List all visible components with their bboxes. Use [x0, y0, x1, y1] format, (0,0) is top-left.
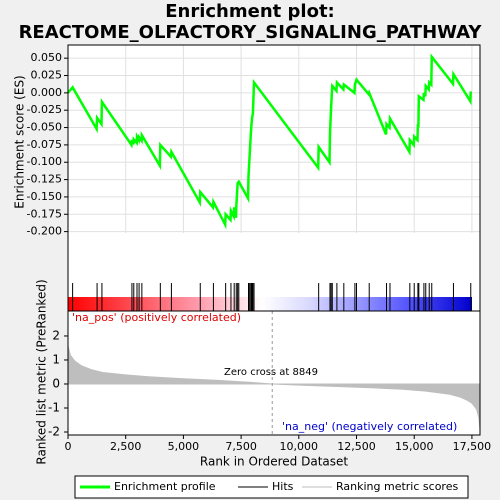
x-tick-label: 12,500	[337, 440, 376, 453]
metric-area	[67, 345, 481, 430]
y-tick-label: -0.075	[27, 138, 62, 151]
frame	[67, 310, 481, 436]
x-tick-label: 7,500	[225, 440, 257, 453]
y-axis-label: Ranked list metric (PreRanked)	[35, 279, 49, 464]
legend-label: Ranking metric scores	[336, 480, 458, 493]
legend-label: Hits	[272, 480, 294, 493]
x-tick-label: 5,000	[168, 440, 200, 453]
metric-panel	[68, 311, 480, 435]
y-tick-label: -0.025	[27, 103, 62, 116]
annotation: 'na_pos' (positively correlated)	[72, 311, 241, 324]
y-tick-label: -1	[48, 400, 60, 414]
legend-label: Enrichment profile	[114, 480, 216, 493]
x-tick-label: 10,000	[280, 440, 319, 453]
y-tick-label: 0	[52, 376, 60, 390]
x-tick-label: 15,000	[395, 440, 434, 453]
y-tick-label: 2	[52, 328, 60, 342]
x-tick-label: 2,500	[110, 440, 142, 453]
y-tick-label: -0.200	[27, 225, 62, 238]
y-tick-label: -0.050	[27, 121, 62, 134]
top-panel	[68, 45, 480, 311]
y-tick-label: -2	[48, 424, 60, 438]
x-tick-label: 0	[65, 440, 72, 453]
title: Enrichment plot:	[165, 1, 335, 22]
x-tick-label: 17,500	[453, 440, 492, 453]
y-tick-label: -0.125	[27, 173, 62, 186]
y-tick-label: -0.150	[27, 190, 62, 203]
annotation: 'na_neg' (negatively correlated)	[282, 420, 457, 433]
title: REACTOME_OLFACTORY_SIGNALING_PATHWAY	[19, 22, 483, 43]
y-tick-label: 0.050	[31, 51, 63, 64]
y-tick-label: -0.100	[27, 155, 62, 168]
y-tick-label: 1	[52, 352, 60, 366]
color-bar	[68, 297, 472, 311]
enrichment-line	[67, 53, 473, 230]
y-axis-label: Enrichment score (ES)	[13, 75, 27, 208]
annotation: Zero cross at 8849	[224, 367, 318, 378]
x-axis-label: Rank in Ordered Dataset	[200, 455, 348, 469]
y-tick-label: 0.000	[31, 86, 63, 99]
y-tick-label: 0.025	[31, 69, 63, 82]
legend	[74, 475, 469, 499]
y-tick-label: -0.175	[27, 207, 62, 220]
